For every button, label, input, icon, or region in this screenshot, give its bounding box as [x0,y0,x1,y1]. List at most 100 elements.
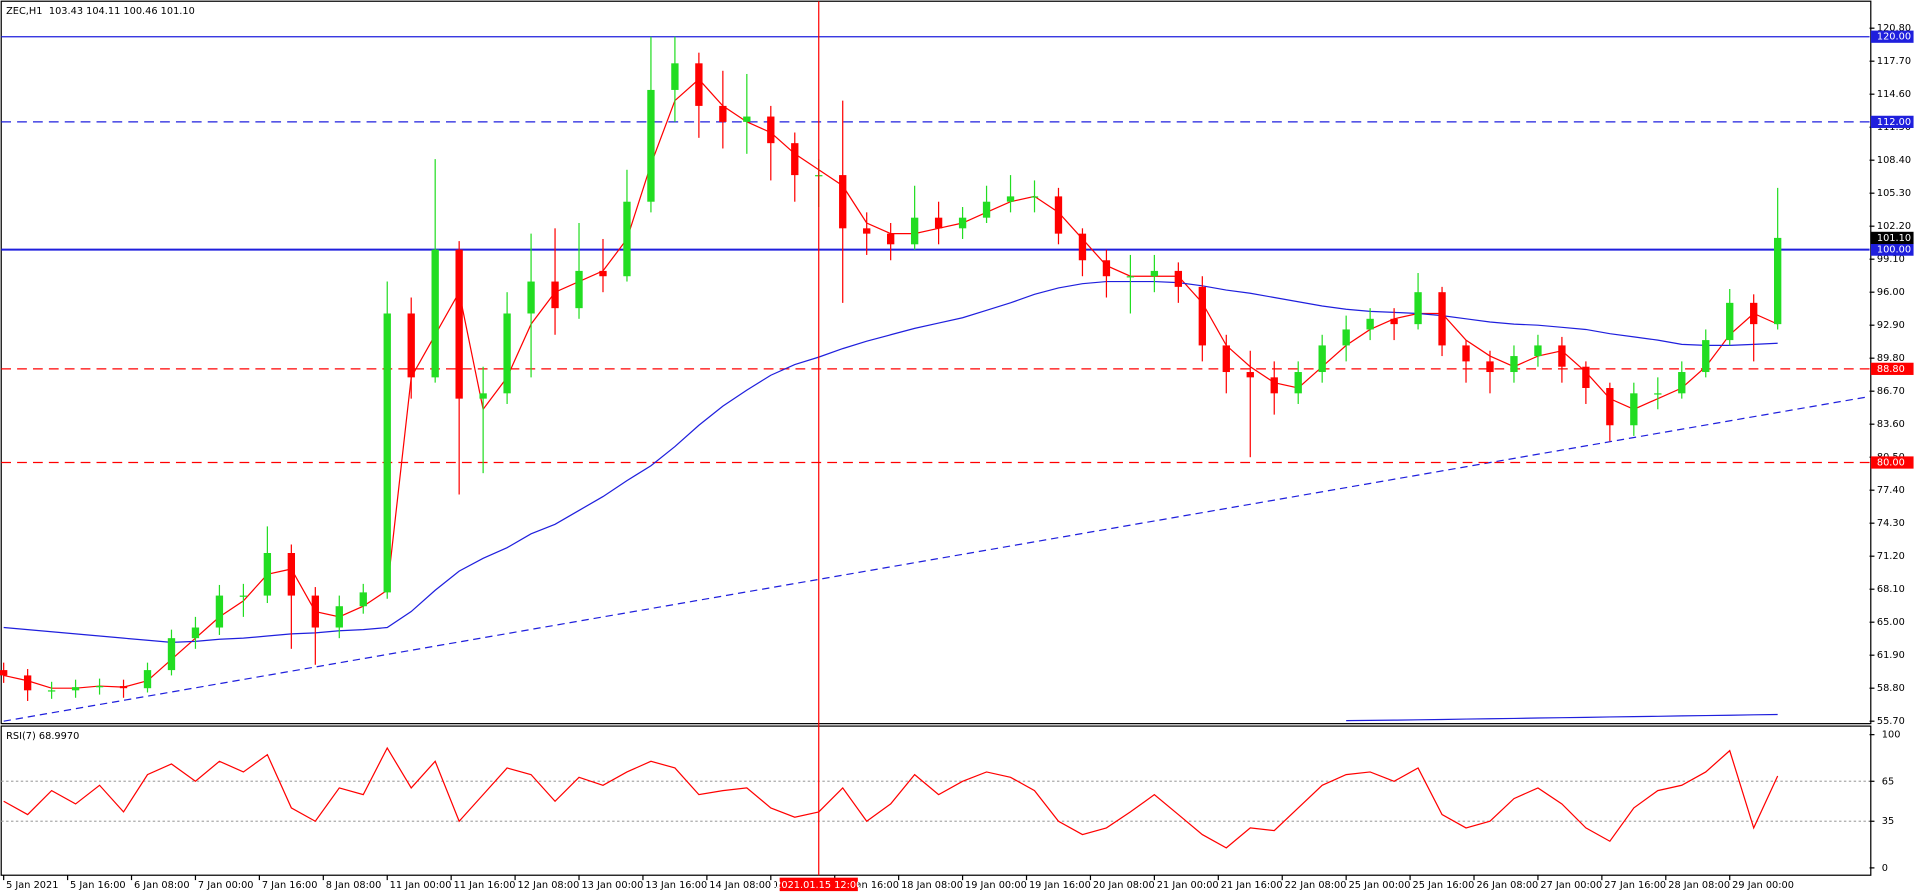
rsi-pane [0,725,1872,876]
y-tick-label: 83.60 [1877,419,1905,430]
ohlc-readout: 103.43 104.11 100.46 101.10 [49,6,195,17]
candle-body [23,675,32,691]
x-tick-label: 13 Jan 00:00 [581,880,643,891]
candle-body [167,638,176,671]
indicator-line [3,280,1778,644]
indicator-line [1346,713,1778,722]
x-tick-label: 25 Jan 16:00 [1413,880,1475,891]
level-tag-label: 112.00 [1877,117,1911,128]
candle-body [1414,292,1422,325]
x-tick-label: 11 Jan 16:00 [454,880,516,891]
candle-body [1342,329,1350,346]
level-tag [1870,456,1914,469]
candle-body [47,690,56,692]
candle-body [1150,270,1159,277]
candle-body [71,687,80,691]
y-tick-label: 120.80 [1877,23,1911,34]
candle-body [1126,276,1135,278]
y-tick-label: 55.70 [1877,716,1905,727]
candle-body [671,63,679,90]
candle-body [95,686,104,688]
candle-body [575,270,583,309]
level-tag [1870,362,1914,375]
candle-body [1558,345,1566,367]
candle-body [431,249,439,378]
y-tick-label: 86.70 [1877,386,1905,397]
y-tick-label: 108.40 [1877,155,1911,166]
y-tick-label: 99.10 [1877,254,1905,265]
x-tick-label: 27 Jan 00:00 [1540,880,1602,891]
candle-body [958,217,967,229]
candle-body [1102,260,1111,277]
x-tick-label: 19 Jan 16:00 [1029,880,1091,891]
crosshair-tag-label: 2021.01.15 12:00 [775,880,862,891]
candle-body [479,393,487,399]
y-tick-label: 100 [1882,730,1901,741]
y-tick-label: 102.20 [1877,221,1911,232]
candle-body [1174,270,1183,287]
x-tick-label: 20 Jan 08:00 [1093,880,1155,891]
candle-body [1654,393,1662,395]
candle-body [503,313,511,394]
candle-body [239,595,248,597]
candle-body [863,228,871,234]
candle-body [1486,361,1494,373]
candle-body [719,105,727,122]
candle-body [143,670,152,689]
x-tick-label: 28 Jan 08:00 [1668,880,1730,891]
candle-body [287,553,296,596]
y-tick-label: 65.00 [1877,617,1905,628]
x-tick-label: 7 Jan 16:00 [262,880,318,891]
candle-body [910,217,919,245]
trend-line [3,395,1870,722]
x-tick-label: 14 Jan 08:00 [709,880,771,891]
candle-body [1390,318,1398,325]
candle-body [1726,302,1734,341]
y-tick-label: 61.90 [1877,650,1905,661]
y-tick-label: 0 [1882,863,1888,874]
candle-body [1294,372,1302,394]
x-tick-label: 8 Jan 08:00 [326,880,382,891]
candle-body [1222,345,1230,373]
candle-body [695,63,703,106]
y-tick-label: 35 [1882,816,1894,827]
x-tick-label: 12 Jan 08:00 [518,880,580,891]
x-tick-label: 11 Jan 00:00 [390,880,452,891]
x-tick-label: 22 Jan 08:00 [1285,880,1347,891]
y-tick-label: 68.10 [1877,584,1905,595]
candle-body [743,116,751,122]
x-tick-label: 29 Jan 00:00 [1732,880,1794,891]
candle-body [455,249,463,399]
level-tag [1870,243,1914,256]
level-tag-label: 100.00 [1877,245,1911,256]
candle-body [982,201,991,218]
candle-body [1198,286,1206,346]
indicator-title: RSI(7) 68.9970 [6,731,79,742]
candle-body [215,595,224,628]
x-tick-label: 19 Jan 00:00 [965,880,1027,891]
candle-body [0,670,8,676]
x-tick-label: 26 Jan 08:00 [1476,880,1538,891]
y-tick-label: 92.90 [1877,320,1905,331]
candle-body [791,143,799,176]
candle-body [887,233,895,245]
y-tick-label: 77.40 [1877,485,1905,496]
x-tick-label: 5 Jan 2021 [6,880,58,891]
candle-body [407,313,415,378]
x-tick-label: 21 Jan 16:00 [1221,880,1283,891]
y-tick-label: 114.60 [1877,89,1911,100]
candle-body [527,281,535,314]
x-tick-label: 13 Jan 16:00 [645,880,707,891]
price-tag-label: 101.10 [1877,233,1911,244]
candle-body [311,595,319,628]
candle-body [191,627,200,639]
x-tick-label: 25 Jan 00:00 [1349,880,1411,891]
price-tag [1870,231,1914,245]
candle-body [1582,366,1590,389]
y-tick-label: 117.70 [1877,56,1911,67]
x-tick-label: 5 Jan 16:00 [70,880,126,891]
candle-body [1606,388,1614,426]
